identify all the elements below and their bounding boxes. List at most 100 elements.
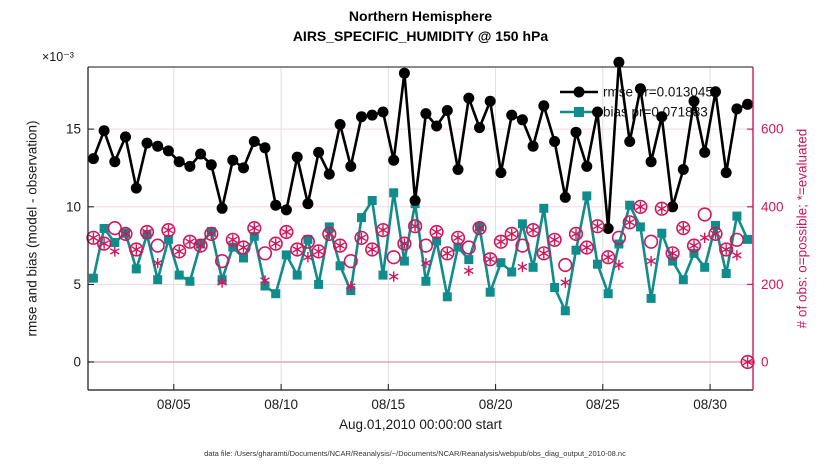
rmse-point bbox=[130, 182, 142, 194]
rmse-point bbox=[645, 156, 657, 168]
rmse-point bbox=[195, 148, 207, 160]
bias-point bbox=[496, 258, 506, 268]
obs-evaluated-point bbox=[463, 265, 474, 276]
rmse-point bbox=[205, 159, 217, 171]
bias-point bbox=[163, 234, 173, 244]
rmse-point bbox=[602, 223, 614, 234]
obs-evaluated-point bbox=[603, 252, 614, 263]
obs-evaluated-point bbox=[238, 242, 249, 253]
rmse-point bbox=[495, 167, 507, 179]
obs-evaluated-point bbox=[721, 244, 732, 255]
rmse-point bbox=[141, 137, 153, 149]
obs-possible-point bbox=[408, 219, 423, 234]
obs-evaluated-point bbox=[442, 248, 453, 259]
obs-possible-point bbox=[536, 246, 551, 261]
bias-point bbox=[711, 220, 720, 230]
bias-point bbox=[550, 283, 560, 292]
obs-evaluated-point bbox=[388, 271, 399, 282]
obs-possible-point bbox=[322, 226, 337, 241]
rmse-point bbox=[656, 111, 668, 123]
obs-possible-point bbox=[472, 221, 487, 236]
obs-evaluated-point bbox=[635, 201, 646, 212]
rmse-point bbox=[409, 195, 421, 206]
obs-evaluated-point bbox=[689, 240, 699, 251]
rmse-point bbox=[570, 126, 582, 138]
obs-possible-point bbox=[440, 246, 455, 261]
obs-evaluated-point bbox=[453, 232, 463, 243]
legend-bias-marker bbox=[574, 107, 584, 117]
obs-evaluated-point bbox=[496, 236, 506, 247]
rmse-point bbox=[720, 167, 732, 179]
bias-point bbox=[249, 231, 259, 241]
left-tick-label: 15 bbox=[66, 122, 81, 137]
rmse-point bbox=[420, 108, 432, 120]
obs-evaluated-point bbox=[646, 255, 656, 267]
obs-evaluated-point bbox=[163, 224, 174, 236]
obs-possible-point bbox=[633, 199, 648, 214]
rmse-point bbox=[667, 201, 679, 213]
x-tick-label: 08/30 bbox=[693, 397, 727, 412]
rmse-point bbox=[581, 160, 593, 172]
obs-evaluated-point bbox=[217, 277, 227, 288]
bias-point bbox=[668, 256, 678, 266]
rmse-point bbox=[484, 95, 496, 107]
rmse-point bbox=[688, 95, 700, 107]
bias-point bbox=[485, 287, 495, 297]
obs-possible-point bbox=[96, 236, 112, 251]
obs-possible-point bbox=[568, 226, 584, 241]
rmse-point bbox=[710, 86, 721, 98]
rmse-point bbox=[366, 109, 378, 121]
x-tick-label: 08/20 bbox=[479, 397, 513, 412]
left-tick-label: 10 bbox=[66, 199, 81, 214]
obs-evaluated-point bbox=[152, 257, 163, 269]
obs-possible-point bbox=[386, 250, 401, 265]
obs-evaluated-point bbox=[206, 228, 217, 240]
obs-evaluated-point bbox=[656, 203, 667, 214]
obs-possible-point bbox=[107, 221, 122, 236]
obs-possible-point bbox=[375, 223, 391, 238]
rmse-point bbox=[388, 154, 400, 166]
rmse-point bbox=[334, 119, 346, 130]
obs-possible-point bbox=[611, 230, 627, 245]
bias-point bbox=[678, 275, 688, 285]
bias-point bbox=[625, 200, 635, 210]
bias-point bbox=[421, 276, 431, 286]
obs-possible-point bbox=[622, 215, 637, 230]
rmse-point bbox=[345, 160, 357, 172]
x-tick-label: 08/05 bbox=[157, 397, 191, 412]
bias-point bbox=[646, 293, 656, 303]
bias-point bbox=[335, 261, 345, 271]
bias-point bbox=[314, 279, 324, 289]
bias-point bbox=[131, 264, 141, 274]
obs-possible-point bbox=[504, 226, 519, 241]
obs-evaluated-point bbox=[517, 261, 528, 273]
obs-possible-point bbox=[418, 238, 434, 253]
obs-evaluated-point bbox=[538, 248, 549, 259]
rmse-point bbox=[377, 106, 389, 118]
rmse-point bbox=[463, 92, 475, 104]
bias-point bbox=[367, 196, 377, 205]
obs-evaluated-point bbox=[356, 232, 367, 243]
obs-evaluated-point bbox=[421, 257, 431, 269]
x-tick-label: 08/10 bbox=[264, 397, 298, 412]
rmse-point bbox=[120, 131, 131, 143]
rmse-point bbox=[549, 136, 561, 147]
obs-possible-point bbox=[515, 238, 530, 253]
obs-possible-point bbox=[225, 232, 240, 247]
obs-possible-point bbox=[697, 207, 712, 222]
rmse-point bbox=[270, 199, 282, 211]
bias-point bbox=[378, 270, 388, 280]
rmse-point bbox=[248, 136, 260, 147]
bias-point bbox=[560, 306, 570, 316]
chart-subtitle: AIRS_SPECIFIC_HUMIDITY @ 150 hPa bbox=[292, 28, 549, 44]
bias-point bbox=[153, 275, 163, 285]
x-tick-label: 08/15 bbox=[371, 397, 405, 412]
obs-possible-point bbox=[525, 223, 541, 238]
obs-evaluated-point bbox=[571, 228, 581, 240]
bias-point bbox=[389, 188, 399, 198]
obs-evaluated-point bbox=[485, 254, 496, 265]
obs-possible-point bbox=[708, 226, 723, 241]
obs-evaluated-point bbox=[88, 232, 99, 243]
rmse-point bbox=[323, 168, 335, 180]
